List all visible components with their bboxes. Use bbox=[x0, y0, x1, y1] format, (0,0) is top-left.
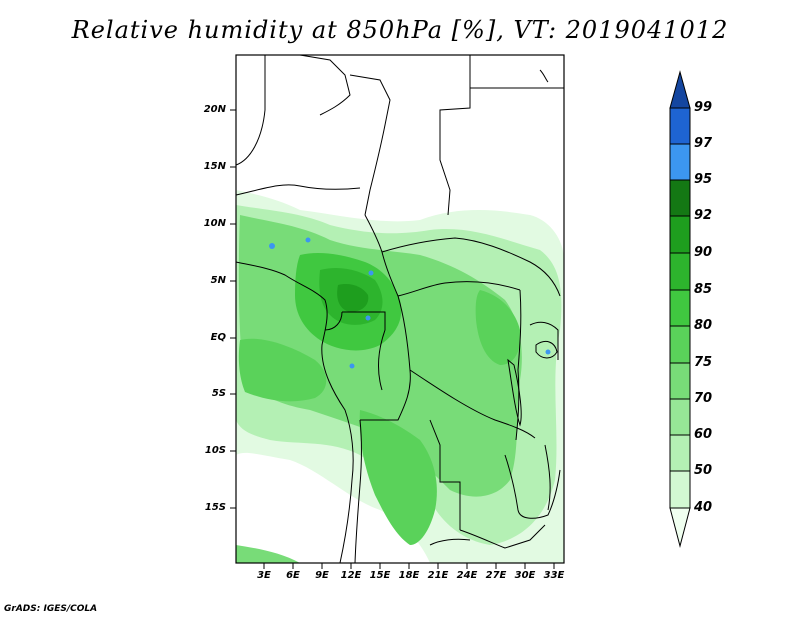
humidity-west-equatorial bbox=[238, 338, 327, 402]
humidity-band-92 bbox=[337, 284, 369, 312]
humidity-spot-97 bbox=[368, 270, 374, 276]
lon-label-3e: 3E bbox=[257, 570, 271, 581]
colorbar-label-50: 50 bbox=[694, 463, 713, 478]
border bbox=[397, 281, 521, 297]
lake bbox=[544, 444, 551, 511]
border bbox=[429, 419, 461, 530]
colorbar-label-95: 95 bbox=[694, 172, 713, 187]
colorbar bbox=[669, 70, 691, 548]
colorbar-label-85: 85 bbox=[694, 282, 713, 297]
humidity-east bbox=[475, 290, 521, 365]
humidity-spot-97 bbox=[269, 243, 275, 249]
lon-label-24e: 24E bbox=[456, 570, 478, 581]
lake bbox=[535, 341, 558, 359]
colorbar-label-92: 92 bbox=[694, 208, 713, 223]
colorbar-cell bbox=[669, 470, 691, 509]
border bbox=[529, 321, 559, 360]
border bbox=[299, 54, 351, 116]
lat-label-10n: 10N bbox=[203, 218, 226, 229]
lake bbox=[507, 358, 522, 427]
colorbar-label-80: 80 bbox=[694, 318, 713, 333]
lon-label-33e: 33E bbox=[543, 570, 565, 581]
colorbar-cell bbox=[669, 107, 691, 145]
colorbar-cell bbox=[669, 179, 691, 217]
lat-label-15s: 15S bbox=[204, 502, 226, 513]
humidity-tongue-south bbox=[359, 410, 437, 545]
humidity-fill bbox=[236, 190, 564, 563]
colorbar-cell bbox=[669, 289, 691, 327]
border bbox=[235, 184, 361, 196]
lon-label-27e: 27E bbox=[485, 570, 507, 581]
colorbar-label-40: 40 bbox=[694, 500, 713, 515]
humidity-spot-97 bbox=[305, 237, 311, 243]
lon-label-30e: 30E bbox=[514, 570, 536, 581]
border bbox=[504, 454, 561, 519]
lon-label-6e: 6E bbox=[286, 570, 300, 581]
border bbox=[235, 55, 266, 166]
lat-label-20n: 20N bbox=[203, 104, 226, 115]
lon-label-18e: 18E bbox=[398, 570, 420, 581]
humidity-spot-97 bbox=[365, 315, 371, 321]
border bbox=[439, 55, 471, 216]
lon-label-12e: 12E bbox=[340, 570, 362, 581]
lon-label-9e: 9E bbox=[315, 570, 329, 581]
colorbar-label-97: 97 bbox=[694, 136, 713, 151]
colorbar-label-75: 75 bbox=[694, 355, 713, 370]
border bbox=[354, 419, 362, 564]
map-title: Relative humidity at 850hPa [%], VT: 201… bbox=[71, 16, 729, 44]
colorbar-cell bbox=[669, 143, 691, 181]
border bbox=[381, 237, 561, 297]
border bbox=[409, 369, 536, 439]
country-borders bbox=[235, 54, 564, 564]
humidity-spot-97 bbox=[545, 349, 551, 355]
map-frame bbox=[235, 54, 565, 564]
border bbox=[342, 311, 386, 391]
lat-label-10s: 10S bbox=[204, 445, 226, 456]
colorbar-label-70: 70 bbox=[694, 391, 713, 406]
colorbar-top-arrow bbox=[669, 70, 691, 109]
border bbox=[429, 538, 471, 546]
lon-ticks bbox=[263, 563, 555, 569]
colorbar-bottom-arrow bbox=[669, 507, 691, 548]
colorbar-label-99: 99 bbox=[694, 100, 713, 115]
lon-label-15e: 15E bbox=[369, 570, 391, 581]
lon-label-21e: 21E bbox=[427, 570, 449, 581]
colorbar-cell bbox=[669, 252, 691, 291]
humidity-spot-97 bbox=[349, 363, 355, 369]
border bbox=[515, 289, 522, 441]
colorbar-label-90: 90 bbox=[694, 245, 713, 260]
lat-label-5n: 5N bbox=[210, 275, 226, 286]
border bbox=[349, 74, 391, 216]
lat-label-15n: 15N bbox=[203, 161, 226, 172]
lat-ticks bbox=[230, 109, 236, 509]
colorbar-cell bbox=[669, 398, 691, 436]
humidity-southwest-corner bbox=[236, 545, 300, 563]
colorbar-cell bbox=[669, 434, 691, 472]
border bbox=[459, 524, 546, 549]
border bbox=[324, 311, 343, 331]
colorbar-cell bbox=[669, 215, 691, 254]
colorbar-cell bbox=[669, 325, 691, 364]
colorbar-cell bbox=[669, 362, 691, 400]
lat-label-5s: 5S bbox=[211, 388, 226, 399]
coastline bbox=[235, 261, 354, 564]
lat-label-eq: EQ bbox=[210, 332, 226, 343]
colorbar-label-60: 60 bbox=[694, 427, 713, 442]
coastline bbox=[539, 69, 549, 83]
credit-text: GrADS: IGES/COLA bbox=[4, 604, 98, 614]
